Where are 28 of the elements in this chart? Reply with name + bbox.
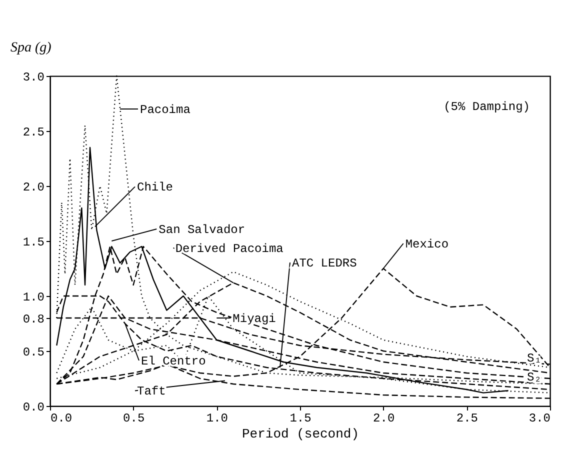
annotation: San Salvador <box>158 223 246 237</box>
x-axis-title: Period (second) <box>242 426 360 442</box>
y-tick-label: 2.5 <box>22 126 44 140</box>
y-tick-label: 0.5 <box>22 346 44 360</box>
x-tick-label: 2.0 <box>373 412 395 426</box>
y-tick-label: 0.0 <box>22 400 44 414</box>
annotation: El Centro <box>141 354 206 368</box>
x-tick-label: 0.0 <box>50 412 72 426</box>
y-tick-label: 3.0 <box>22 70 44 84</box>
x-tick-label: 1.5 <box>290 412 312 426</box>
annotation: Pacoima <box>140 103 190 117</box>
annotation: Miyagi <box>232 312 276 326</box>
annotation: (5% Damping) <box>444 100 530 114</box>
annotation: ATC LEDRS <box>292 256 357 270</box>
y-tick-label: 2.0 <box>22 180 44 194</box>
annotation: Mexico <box>405 238 449 252</box>
x-tick-label: 0.5 <box>123 412 145 426</box>
y-tick-label: 1.0 <box>22 290 44 304</box>
annotation: S₁ <box>527 352 542 366</box>
y-axis-title: Spa (g) <box>10 40 52 56</box>
annotation: Taft <box>137 384 166 399</box>
annotation: Chile <box>137 180 174 195</box>
x-tick-label: 3.0 <box>528 412 550 426</box>
y-tick-label: 0.8 <box>22 312 44 326</box>
y-tick-label: 1.5 <box>22 236 44 250</box>
x-tick-label: 2.5 <box>456 412 478 426</box>
annotation: Derived Pacoima <box>175 242 284 256</box>
x-tick-label: 1.0 <box>206 412 228 426</box>
